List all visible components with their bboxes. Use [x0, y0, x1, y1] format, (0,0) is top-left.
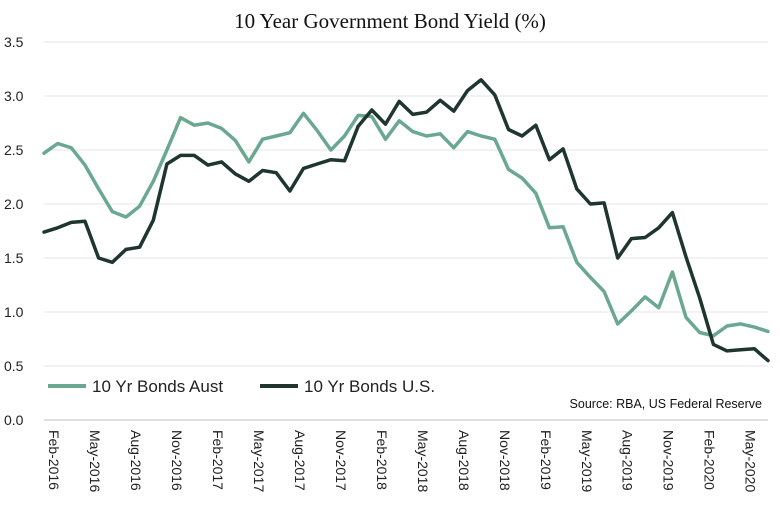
y-tick-label: 0.5 [4, 358, 24, 374]
y-tick-label: 1.5 [4, 250, 24, 266]
y-axis-tick-labels: 0.0 0.5 1.0 1.5 2.0 2.5 3.0 3.5 [4, 34, 24, 428]
x-tick-label: May-2017 [251, 430, 267, 492]
x-tick-label: Feb-2017 [210, 430, 226, 490]
y-tick-label: 1.0 [4, 304, 24, 320]
x-tick-label: Aug-2018 [456, 430, 472, 491]
x-tick-label: Aug-2019 [620, 430, 636, 491]
series-line-us [42, 78, 770, 363]
y-tick-label: 3.0 [4, 88, 24, 104]
y-tick-label: 2.5 [4, 142, 24, 158]
x-tick-label: Aug-2016 [128, 430, 144, 491]
x-tick-label: Feb-2016 [46, 430, 62, 490]
chart-title: 10 Year Government Bond Yield (%) [234, 9, 546, 33]
series-lines [42, 78, 770, 363]
legend-label-aust: 10 Yr Bonds Aust [92, 377, 223, 396]
y-tick-label: 3.5 [4, 34, 24, 50]
x-tick-label: Nov-2016 [169, 430, 185, 491]
x-tick-label: Nov-2017 [333, 430, 349, 491]
x-axis-tick-labels: Feb-2016 May-2016 Aug-2016 Nov-2016 Feb-2017… [46, 430, 759, 492]
legend-label-us: 10 Yr Bonds U.S. [304, 377, 435, 396]
x-tick-label: Feb-2020 [702, 430, 718, 490]
x-tick-label: May-2016 [87, 430, 103, 492]
y-tick-label: 2.0 [4, 196, 24, 212]
gridlines [44, 41, 768, 421]
legend: 10 Yr Bonds Aust 10 Yr Bonds U.S. [48, 377, 435, 396]
x-tick-label: Nov-2018 [497, 430, 513, 491]
x-tick-label: May-2018 [415, 430, 431, 492]
y-tick-label: 0.0 [4, 412, 24, 428]
source-note: Source: RBA, US Federal Reserve [570, 397, 762, 411]
x-tick-label: May-2020 [743, 430, 759, 492]
x-tick-label: Feb-2018 [374, 430, 390, 490]
series-line-aust [42, 111, 770, 338]
x-tick-label: Nov-2019 [661, 430, 677, 491]
x-tick-label: Aug-2017 [292, 430, 308, 491]
x-tick-label: May-2019 [579, 430, 595, 492]
x-tick-label: Feb-2019 [538, 430, 554, 490]
